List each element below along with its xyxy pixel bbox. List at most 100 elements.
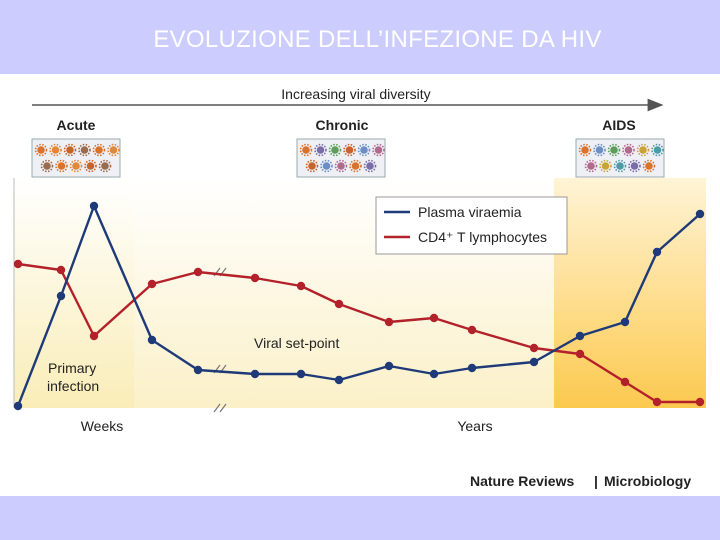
virion-chronic-spikes-2	[328, 143, 342, 157]
virion-acute-spikes-5	[107, 143, 120, 157]
virion-aids-spikes-6	[584, 159, 598, 173]
virus-population-acute-box	[31, 138, 121, 178]
virion-chronic-spikes-4	[357, 143, 371, 157]
virus-population-chronic-box	[296, 138, 386, 178]
virion-acute-6	[43, 162, 51, 170]
series-plasma-viraemia	[13, 201, 705, 411]
cd4-line	[17, 262, 700, 404]
virion-chronic-spikes-0	[299, 143, 313, 157]
virion-aids-spikes-1	[593, 143, 606, 157]
virion-acute-0	[37, 146, 45, 154]
cd4-point-2	[89, 331, 99, 341]
virion-aids-spikes-7	[599, 159, 612, 173]
cd4-point-4	[193, 267, 203, 277]
virion-acute-spikes-9	[84, 159, 97, 173]
viraemia-point-4	[193, 365, 203, 375]
stage-label-aids: AIDS	[602, 117, 635, 133]
virion-aids-spikes-4	[636, 143, 650, 157]
series-cd4-lymphocytes	[13, 259, 705, 407]
credit-publisher: Nature Reviews	[470, 473, 574, 489]
virion-acute-spikes-0	[34, 143, 48, 157]
virus-box-frame-acute	[31, 138, 121, 178]
cd4-point-11	[529, 343, 539, 353]
cd4-point-9	[429, 313, 439, 323]
virion-aids-0	[581, 146, 589, 154]
stage-label-chronic: Chronic	[316, 117, 369, 133]
virion-chronic-spikes-10	[363, 159, 377, 173]
acute-zone	[14, 178, 134, 408]
virion-chronic-0	[302, 146, 310, 154]
viraemia-point-0	[13, 401, 23, 411]
virion-chronic-2	[331, 146, 339, 154]
cd4-point-10	[467, 325, 477, 335]
virion-chronic-spikes-5	[372, 143, 385, 157]
virion-acute-spikes-4	[92, 143, 106, 157]
cd4-point-6	[296, 281, 306, 291]
virion-chronic-1	[316, 146, 325, 154]
cd4-point-12	[575, 349, 585, 359]
virion-chronic-3	[345, 146, 354, 154]
virion-acute-1	[51, 146, 60, 154]
virus-box-frame-aids	[575, 138, 665, 178]
cd4-point-14	[652, 397, 662, 407]
virion-chronic-spikes-6	[305, 159, 319, 173]
viraemia-point-8	[384, 361, 394, 371]
virion-acute-spikes-6	[40, 159, 54, 173]
viraemia-point-11	[529, 357, 539, 367]
x-axis-label-weeks: Weeks	[81, 418, 124, 434]
viraemia-point-10	[467, 363, 477, 373]
virion-aids-spikes-8	[613, 159, 627, 173]
virion-chronic-spikes-7	[320, 159, 333, 173]
virion-chronic-spikes-8	[334, 159, 348, 173]
viraemia-point-6	[296, 369, 306, 379]
virion-acute-7	[57, 162, 66, 170]
virion-acute-spikes-1	[49, 143, 62, 157]
viraemia-point-3	[147, 335, 157, 345]
virion-acute-4	[95, 146, 103, 154]
slide-title: EVOLUZIONE DELL’INFEZIONE DA HIV	[153, 26, 602, 53]
virion-chronic-spikes-1	[314, 143, 327, 157]
annotation-primary-infection-line2: infection	[47, 378, 99, 394]
virion-aids-spikes-10	[642, 159, 656, 173]
slide-header	[0, 0, 720, 74]
viraemia-point-2	[89, 201, 99, 211]
cd4-point-0	[13, 259, 23, 269]
virion-chronic-4	[360, 146, 368, 154]
legend-box	[375, 196, 568, 255]
viraemia-point-13	[620, 317, 630, 327]
cd4-point-1	[56, 265, 66, 275]
viraemia-point-12	[575, 331, 585, 341]
viraemia-point-14	[652, 247, 662, 257]
credit-separator: |	[594, 473, 598, 489]
virion-chronic-8	[337, 162, 345, 170]
virion-aids-7	[601, 162, 610, 170]
annotation-primary-infection-line1: Primary	[48, 360, 96, 376]
viraemia-point-15	[695, 209, 705, 219]
virion-acute-2	[66, 146, 74, 154]
virion-aids-8	[616, 162, 624, 170]
virion-chronic-10	[366, 162, 374, 170]
virion-acute-spikes-3	[78, 143, 91, 157]
virion-aids-2	[610, 146, 618, 154]
slide-footer	[0, 496, 720, 540]
virion-chronic-7	[322, 162, 331, 170]
legend: Plasma viraemia CD4⁺ T lymphocytes	[375, 196, 568, 255]
virion-acute-spikes-7	[55, 159, 68, 173]
cd4-point-8	[384, 317, 394, 327]
virion-acute-8	[72, 162, 80, 170]
virion-aids-spikes-0	[578, 143, 592, 157]
virion-aids-10	[645, 162, 653, 170]
cd4-point-5	[250, 273, 260, 283]
x-axis-label-years: Years	[457, 418, 492, 434]
virion-acute-5	[109, 146, 118, 154]
virion-acute-10	[101, 162, 109, 170]
cd4-point-3	[147, 279, 157, 289]
cd4-point-7	[334, 299, 344, 309]
virion-chronic-spikes-3	[343, 143, 356, 157]
aids-zone	[554, 178, 706, 408]
figure-credit: Nature Reviews | Microbiology	[470, 473, 691, 489]
viraemia-point-7	[334, 375, 344, 385]
legend-label-viraemia: Plasma viraemia	[418, 204, 522, 220]
virion-chronic-5	[374, 146, 383, 154]
